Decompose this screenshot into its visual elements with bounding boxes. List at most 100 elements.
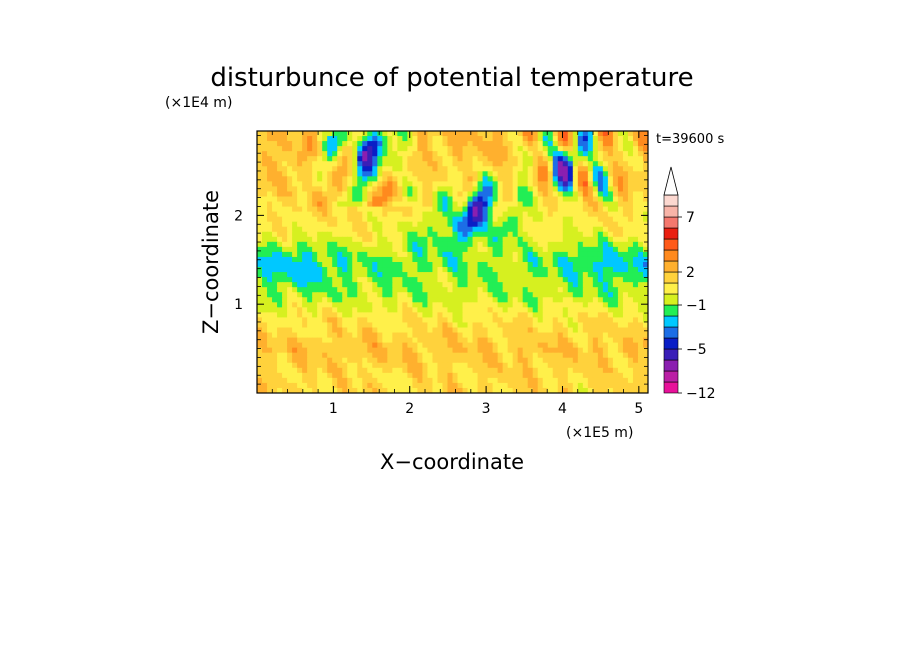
contour-cell bbox=[362, 282, 368, 288]
contour-cell bbox=[317, 231, 323, 238]
contour-cell bbox=[477, 221, 484, 228]
contour-cell bbox=[352, 206, 358, 213]
contour-cell bbox=[287, 216, 293, 223]
contour-cell bbox=[637, 302, 644, 308]
contour-cell bbox=[552, 357, 559, 364]
contour-cell bbox=[552, 337, 559, 344]
contour-cell bbox=[357, 337, 363, 344]
contour-cell bbox=[547, 327, 554, 334]
contour-cell bbox=[397, 362, 403, 369]
contour-cell bbox=[432, 357, 439, 364]
contour-cell bbox=[527, 241, 534, 248]
contour-cell bbox=[637, 362, 644, 369]
contour-cell bbox=[467, 317, 474, 324]
contour-cell bbox=[517, 131, 524, 137]
contour-cell bbox=[602, 302, 609, 308]
contour-cell bbox=[337, 241, 343, 248]
contour-cell bbox=[587, 297, 594, 303]
contour-cell bbox=[512, 186, 519, 193]
contour-cell bbox=[452, 151, 459, 157]
contour-cell bbox=[617, 277, 624, 283]
contour-cell bbox=[557, 221, 564, 228]
contour-cell bbox=[537, 216, 544, 223]
contour-cell bbox=[347, 307, 353, 313]
contour-cell bbox=[592, 146, 599, 152]
contour-cell bbox=[357, 226, 363, 233]
contour-cell bbox=[517, 317, 524, 324]
contour-cell bbox=[422, 292, 429, 298]
contour-cell bbox=[547, 246, 554, 253]
contour-cell bbox=[442, 277, 449, 283]
contour-cell bbox=[432, 307, 439, 313]
contour-cell bbox=[317, 277, 323, 283]
contour-cell bbox=[372, 327, 378, 334]
contour-cell bbox=[397, 256, 403, 263]
contour-cell bbox=[517, 382, 524, 389]
contour-cell bbox=[572, 317, 579, 324]
contour-cell bbox=[432, 367, 439, 374]
contour-cell bbox=[427, 196, 434, 203]
contour-cell bbox=[617, 151, 624, 157]
contour-cell bbox=[402, 272, 408, 278]
contour-cell bbox=[372, 307, 378, 313]
contour-cell bbox=[332, 372, 338, 379]
contour-cell bbox=[412, 262, 419, 268]
contour-cell bbox=[402, 241, 408, 248]
contour-cell bbox=[447, 136, 454, 142]
contour-cell bbox=[607, 372, 614, 379]
contour-cell bbox=[552, 267, 559, 273]
contour-cell bbox=[532, 302, 539, 308]
contour-cell bbox=[587, 322, 594, 329]
contour-cell bbox=[547, 322, 554, 329]
contour-cell bbox=[577, 201, 584, 208]
contour-cell bbox=[487, 166, 494, 172]
contour-cell bbox=[492, 226, 499, 233]
contour-cell bbox=[337, 282, 343, 288]
contour-cell bbox=[572, 251, 579, 258]
contour-cell bbox=[292, 206, 298, 213]
contour-cell bbox=[457, 382, 464, 389]
contour-cell bbox=[547, 357, 554, 364]
contour-cell bbox=[327, 201, 333, 208]
contour-cell bbox=[302, 206, 308, 213]
contour-cell bbox=[477, 277, 484, 283]
contour-cell bbox=[417, 267, 424, 273]
contour-cell bbox=[607, 297, 614, 303]
contour-cell bbox=[322, 146, 328, 152]
contour-cell bbox=[367, 367, 373, 374]
contour-cell bbox=[417, 186, 424, 193]
contour-cell bbox=[632, 211, 639, 218]
contour-cell bbox=[287, 191, 293, 198]
contour-cell bbox=[542, 236, 549, 243]
contour-cell bbox=[447, 201, 454, 208]
contour-cell bbox=[437, 292, 444, 298]
contour-cell bbox=[272, 292, 278, 298]
contour-cell bbox=[352, 352, 358, 359]
contour-cell bbox=[307, 171, 313, 177]
contour-cell bbox=[587, 196, 594, 203]
contour-cell bbox=[492, 151, 499, 157]
contour-cell bbox=[437, 367, 444, 374]
contour-cell bbox=[572, 181, 579, 188]
contour-cell bbox=[487, 352, 494, 359]
contour-cell bbox=[552, 292, 559, 298]
contour-cell bbox=[292, 246, 298, 253]
contour-cell bbox=[632, 342, 639, 349]
contour-cell bbox=[532, 191, 539, 198]
contour-cell bbox=[382, 161, 388, 167]
contour-cell bbox=[257, 327, 263, 334]
contour-cell bbox=[287, 272, 293, 278]
contour-cell bbox=[282, 297, 288, 303]
contour-cell bbox=[477, 322, 484, 329]
contour-cell bbox=[327, 216, 333, 223]
contour-cell bbox=[417, 372, 424, 379]
contour-cell bbox=[302, 226, 308, 233]
contour-cell bbox=[617, 221, 624, 228]
contour-cell bbox=[592, 141, 599, 147]
contour-cell bbox=[337, 387, 343, 393]
contour-cell bbox=[337, 347, 343, 354]
contour-cell bbox=[437, 297, 444, 303]
contour-cell bbox=[372, 387, 378, 393]
contour-cell bbox=[512, 191, 519, 198]
contour-cell bbox=[592, 342, 599, 349]
